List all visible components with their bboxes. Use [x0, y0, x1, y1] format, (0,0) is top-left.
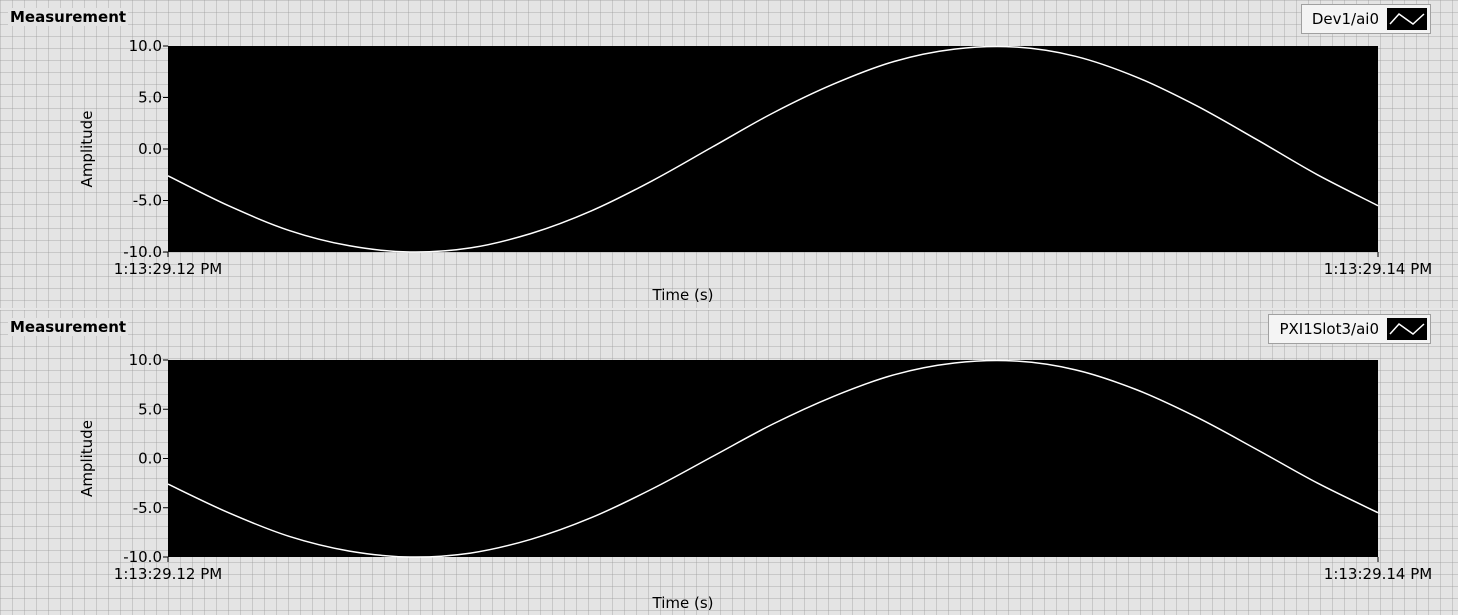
series-line [167, 45, 1379, 253]
series-line [167, 359, 1379, 558]
plot-area[interactable]: 10.0 5.0 0.0 -5.0 -10.01:13:29.12 PM 1:13:29.… [0, 0, 1458, 308]
y-axis-title: Amplitude [78, 111, 96, 188]
waveform-graph-2: Measurement PXI1Slot3/ai0 10.0 5.0 0.0 -5.0… [0, 310, 1458, 615]
y-tick-label: -10.0 [123, 243, 162, 261]
y-tick-label: 0.0 [138, 140, 162, 158]
x-start-label: 1:13:29.12 PM [114, 565, 222, 583]
y-tick-label: 10.0 [129, 351, 162, 369]
legend-series-name: PXI1Slot3/ai0 [1279, 320, 1379, 338]
plot-legend[interactable]: Dev1/ai0 [1300, 4, 1431, 34]
x-end-label: 1:13:29.14 PM [1324, 260, 1432, 278]
graph-label: Measurement [8, 318, 129, 336]
line-style-icon[interactable] [1387, 318, 1427, 340]
y-tick-label: -5.0 [133, 499, 162, 517]
y-tick-label: 10.0 [129, 37, 162, 55]
waveform-graph-1: Measurement Dev1/ai0 10.0 5.0 0.0 -5.0 -10.0… [0, 0, 1458, 308]
y-tick-label: 5.0 [138, 400, 162, 418]
legend-series-name: Dev1/ai0 [1311, 10, 1379, 28]
y-tick-label: -5.0 [133, 192, 162, 210]
plot-background [168, 360, 1378, 557]
x-end-label: 1:13:29.14 PM [1324, 565, 1432, 583]
plot-background [168, 46, 1378, 252]
y-tick-label: 0.0 [138, 450, 162, 468]
graph-label: Measurement [8, 8, 129, 26]
y-tick-label: 5.0 [138, 89, 162, 107]
x-start-label: 1:13:29.12 PM [114, 260, 222, 278]
plot-legend[interactable]: PXI1Slot3/ai0 [1268, 314, 1431, 344]
x-axis-title: Time (s) [652, 594, 714, 612]
x-axis-title: Time (s) [652, 286, 714, 304]
line-style-icon[interactable] [1387, 8, 1427, 30]
y-axis-title: Amplitude [78, 420, 96, 497]
y-tick-label: -10.0 [123, 548, 162, 566]
plot-area[interactable]: 10.0 5.0 0.0 -5.0 -10.01:13:29.12 PM 1:13:29.… [0, 310, 1458, 615]
